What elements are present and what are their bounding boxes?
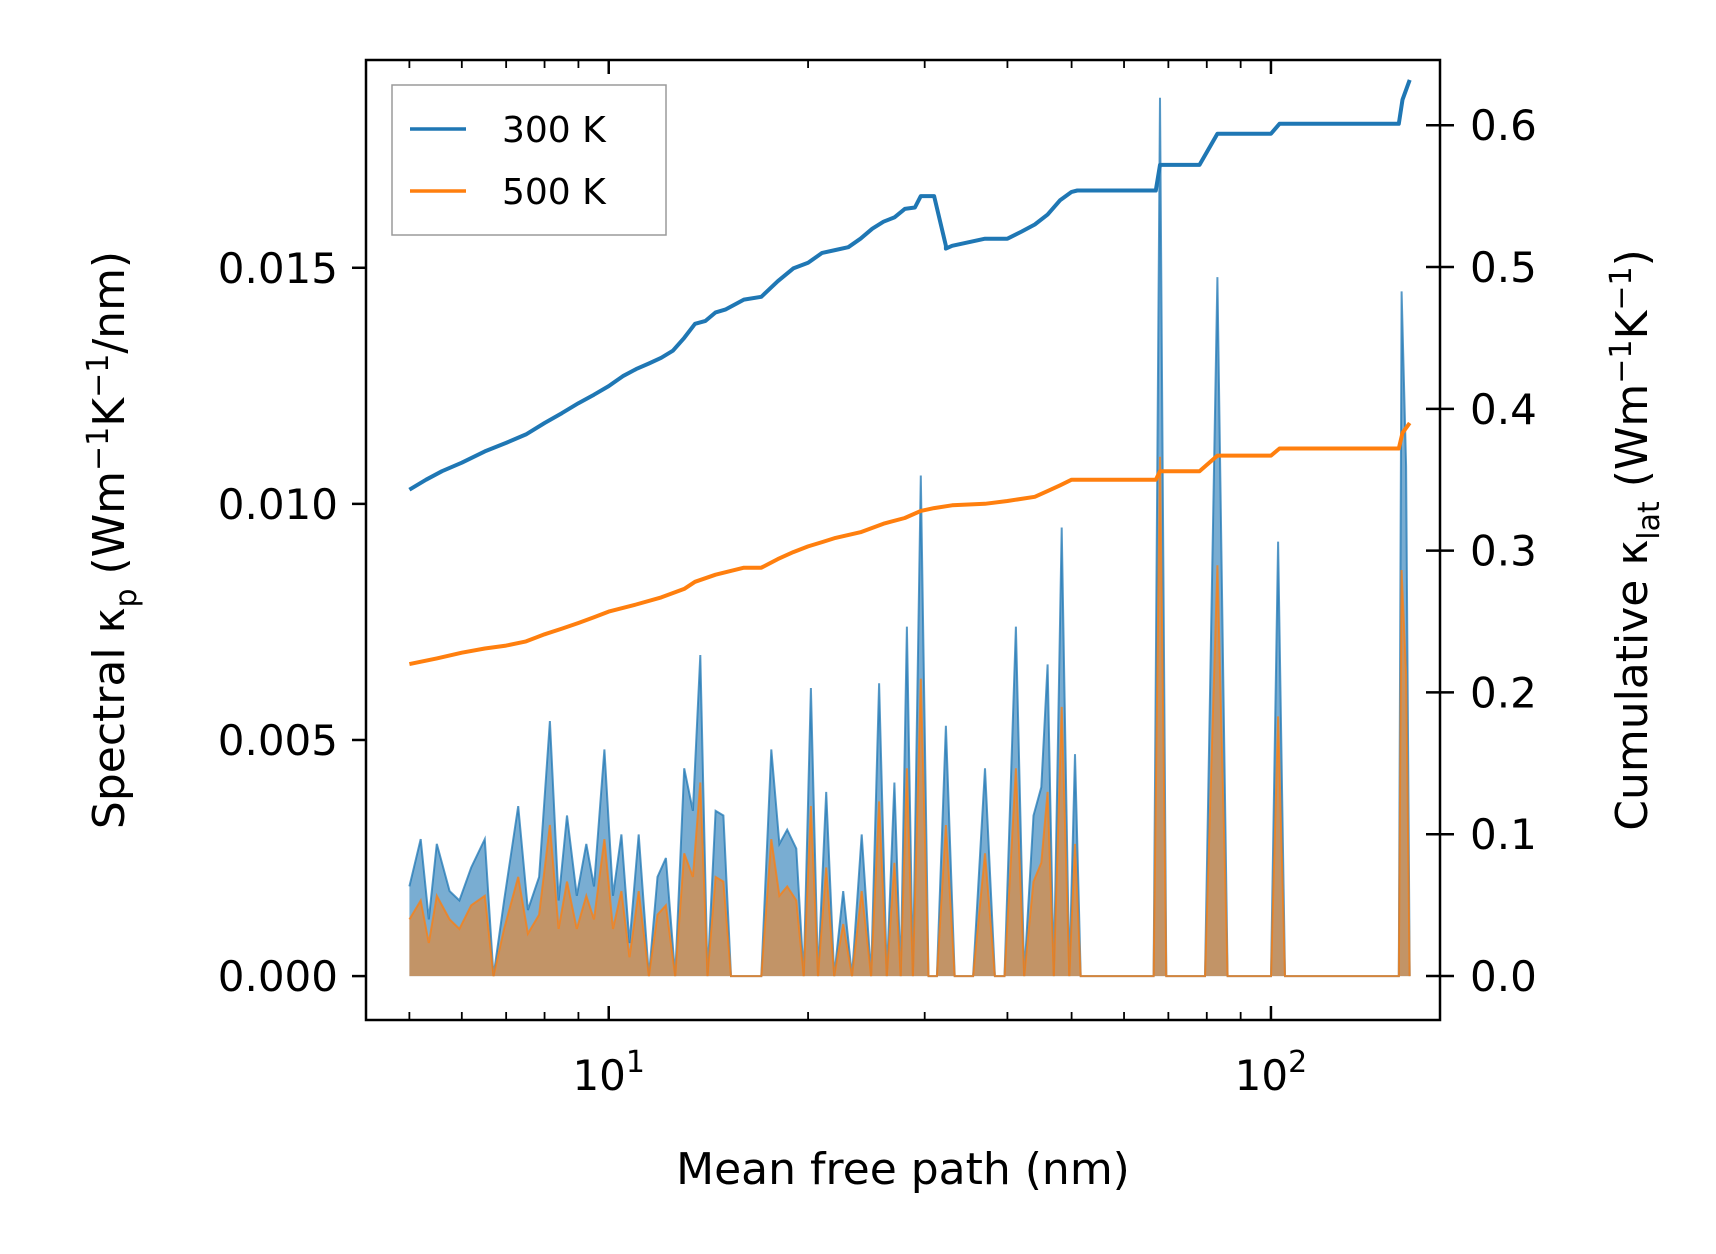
x-axis-label: Mean free path (nm) xyxy=(676,1144,1130,1195)
cumulative-line-500k xyxy=(408,421,1412,667)
legend-label-500k: 500 K xyxy=(502,172,607,213)
tick-labels: 101 102 0.000 0.005 0.010 0.015 0.0 0.1 0.2 0.3 0.… xyxy=(218,101,1537,1100)
y-axis-label-left: Spectral κp (Wm−1K−1/nm) xyxy=(81,251,144,829)
y-right-tick-label: 0.5 xyxy=(1470,243,1537,292)
y-left-tick-label: 0.000 xyxy=(218,952,338,1001)
y-right-tick-label: 0.0 xyxy=(1470,952,1537,1001)
legend-box xyxy=(391,84,667,236)
y-right-tick-label: 0.2 xyxy=(1470,668,1537,717)
spectral-line-500k xyxy=(408,456,1411,978)
cumulative-lines xyxy=(408,79,1412,667)
plot-frame xyxy=(364,58,1442,1022)
y-left-tick-label: 0.010 xyxy=(218,480,338,529)
spectral-fills xyxy=(408,97,1411,978)
x-tick-label: 102 xyxy=(1235,1045,1308,1100)
y-left-tick-label: 0.015 xyxy=(218,244,338,293)
y-right-tick-label: 0.6 xyxy=(1470,101,1537,150)
y-axis-label-right: Cumulative κlat (Wm−1K−1) xyxy=(1604,249,1667,831)
x-tick-label: 101 xyxy=(572,1045,645,1100)
legend: 300 K 500 K xyxy=(391,84,667,236)
y-right-tick-label: 0.1 xyxy=(1470,810,1537,859)
spectral-fill-500k xyxy=(409,456,1410,977)
y-right-tick-label: 0.3 xyxy=(1470,527,1537,576)
y-right-tick-label: 0.4 xyxy=(1470,385,1537,434)
legend-label-300k: 300 K xyxy=(502,110,607,151)
cumulative-line-300k xyxy=(408,79,1412,492)
y-left-tick-label: 0.005 xyxy=(218,716,338,765)
